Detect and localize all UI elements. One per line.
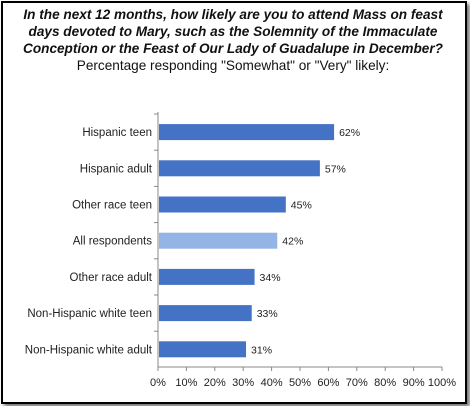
data-label: 31%: [251, 344, 272, 356]
data-label: 33%: [257, 308, 278, 320]
category-label: Non-Hispanic white teen: [27, 308, 152, 320]
x-tick-label: 50%: [289, 377, 311, 389]
x-tick-label: 30%: [232, 377, 254, 389]
x-tick-label: 40%: [261, 377, 283, 389]
data-label: 57%: [325, 163, 346, 175]
title-tail: Percentage responding "Somewhat" or "Ver…: [76, 58, 390, 73]
x-tick-label: 100%: [428, 377, 456, 389]
bar: [159, 160, 320, 177]
category-label: Hispanic teen: [82, 127, 152, 139]
bar: [159, 196, 286, 213]
x-tick-label: 60%: [317, 377, 339, 389]
data-label: 45%: [291, 200, 312, 212]
category-label: Other race adult: [70, 272, 153, 284]
x-tick-label: 70%: [346, 377, 368, 389]
title-question: In the next 12 months, how likely are yo…: [23, 7, 443, 56]
bar: [159, 232, 278, 249]
bar: [159, 305, 252, 322]
data-label: 42%: [282, 236, 303, 248]
category-label: Hispanic adult: [80, 163, 153, 175]
x-tick-label: 80%: [374, 377, 396, 389]
category-label: Non-Hispanic white adult: [25, 344, 153, 356]
x-tick-label: 20%: [204, 377, 226, 389]
category-label: Other race teen: [72, 200, 152, 212]
data-label: 34%: [260, 272, 281, 284]
data-label: 62%: [339, 127, 360, 139]
bar: [159, 268, 255, 285]
bar: [159, 124, 335, 141]
x-tick-label: 90%: [403, 377, 425, 389]
category-label: All respondents: [73, 236, 153, 248]
bar: [159, 341, 247, 358]
x-tick-label: 10%: [175, 377, 197, 389]
chart-title: In the next 12 months, how likely are yo…: [8, 6, 458, 74]
x-tick-label: 0%: [150, 377, 166, 389]
